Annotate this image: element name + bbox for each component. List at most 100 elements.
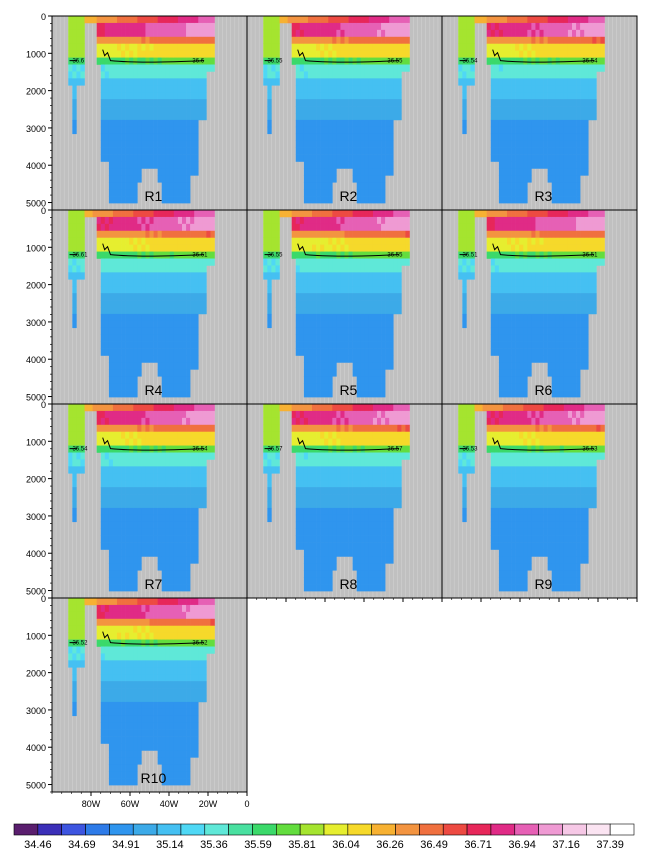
salinity-cell [572, 210, 577, 218]
salinity-cell [141, 85, 146, 93]
salinity-cell [368, 161, 374, 169]
salinity-cell [312, 341, 317, 349]
salinity-cell [173, 196, 179, 204]
salinity-cell [169, 390, 175, 398]
salinity-cell [72, 507, 77, 516]
salinity-cell [356, 258, 362, 266]
salinity-cell [112, 71, 118, 79]
salinity-cell [129, 556, 134, 564]
salinity-cell [511, 113, 516, 121]
salinity-cell [377, 376, 382, 384]
salinity-cell [547, 251, 552, 259]
salinity-cell [527, 85, 532, 93]
salinity-cell [328, 362, 333, 370]
salinity-cell [352, 175, 357, 183]
salinity-cell [80, 431, 85, 439]
salinity-cell [76, 16, 81, 24]
salinity-cell [324, 78, 329, 86]
salinity-cell [129, 133, 134, 142]
salinity-cell [543, 244, 548, 252]
salinity-cell [320, 126, 325, 135]
salinity-cell [165, 237, 171, 245]
salinity-cell [320, 307, 325, 315]
salinity-cell [80, 424, 85, 433]
salinity-cell [161, 154, 167, 162]
salinity-cell [68, 417, 73, 426]
salinity-cell [462, 237, 467, 245]
salinity-cell [129, 390, 134, 398]
salinity-cell [580, 286, 585, 294]
salinity-cell [381, 78, 386, 86]
salinity-cell [320, 369, 325, 377]
salinity-cell [161, 133, 167, 142]
salinity-cell [137, 466, 142, 474]
salinity-cell [267, 244, 272, 252]
salinity-cell [312, 113, 317, 121]
salinity-cell [316, 147, 321, 155]
salinity-cell [397, 50, 402, 58]
salinity-cell [303, 161, 309, 169]
salinity-cell [303, 196, 309, 204]
salinity-cell [299, 230, 305, 239]
salinity-cell [108, 556, 114, 564]
salinity-cell [100, 417, 106, 426]
salinity-cell [559, 369, 565, 377]
salinity-cell [336, 348, 341, 356]
salinity-cell [324, 99, 329, 107]
salinity-cell [494, 43, 500, 51]
salinity-cell [547, 161, 552, 169]
salinity-cell [125, 85, 130, 93]
salinity-cell [555, 307, 561, 315]
salinity-cell [303, 140, 309, 148]
salinity-cell [364, 390, 370, 398]
salinity-cell [360, 307, 366, 315]
salinity-cell [547, 22, 552, 31]
salinity-cell [173, 71, 179, 79]
salinity-cell [104, 307, 110, 315]
salinity-cell [340, 265, 345, 273]
salinity-cell [535, 251, 540, 259]
salinity-cell [563, 244, 569, 252]
salinity-cell [498, 265, 504, 273]
salinity-cell [567, 223, 573, 232]
salinity-cell [68, 452, 73, 460]
salinity-cell [202, 29, 207, 38]
salinity-cell [344, 161, 349, 169]
salinity-cell [559, 307, 565, 315]
salinity-cell [551, 307, 557, 315]
salinity-cell [104, 78, 110, 86]
salinity-cell [169, 251, 175, 259]
salinity-cell [385, 119, 390, 128]
salinity-cell [324, 244, 329, 252]
salinity-cell [117, 140, 122, 148]
salinity-cell [129, 410, 134, 419]
salinity-cell [186, 210, 191, 218]
salinity-cell [104, 327, 110, 336]
salinity-cell [340, 223, 345, 232]
salinity-cell [523, 78, 528, 86]
salinity-cell [344, 85, 349, 93]
salinity-cell [377, 258, 382, 266]
salinity-cell [535, 237, 540, 245]
salinity-cell [328, 147, 333, 155]
salinity-cell [165, 133, 171, 142]
salinity-cell [104, 22, 110, 31]
salinity-cell [502, 168, 508, 176]
salinity-cell [498, 258, 504, 266]
salinity-cell [173, 126, 179, 135]
salinity-cell [584, 50, 589, 58]
salinity-cell [563, 133, 569, 142]
salinity-cell [348, 85, 353, 93]
salinity-cell [490, 78, 496, 86]
salinity-cell [551, 154, 557, 162]
salinity-cell [580, 154, 585, 162]
salinity-cell [117, 78, 122, 86]
salinity-cell [125, 230, 130, 239]
salinity-cell [68, 431, 73, 439]
salinity-cell [108, 175, 114, 183]
salinity-cell [584, 16, 589, 24]
salinity-cell [511, 244, 516, 252]
salinity-cell [169, 85, 175, 93]
salinity-cell [206, 223, 211, 232]
salinity-cell [470, 71, 475, 79]
